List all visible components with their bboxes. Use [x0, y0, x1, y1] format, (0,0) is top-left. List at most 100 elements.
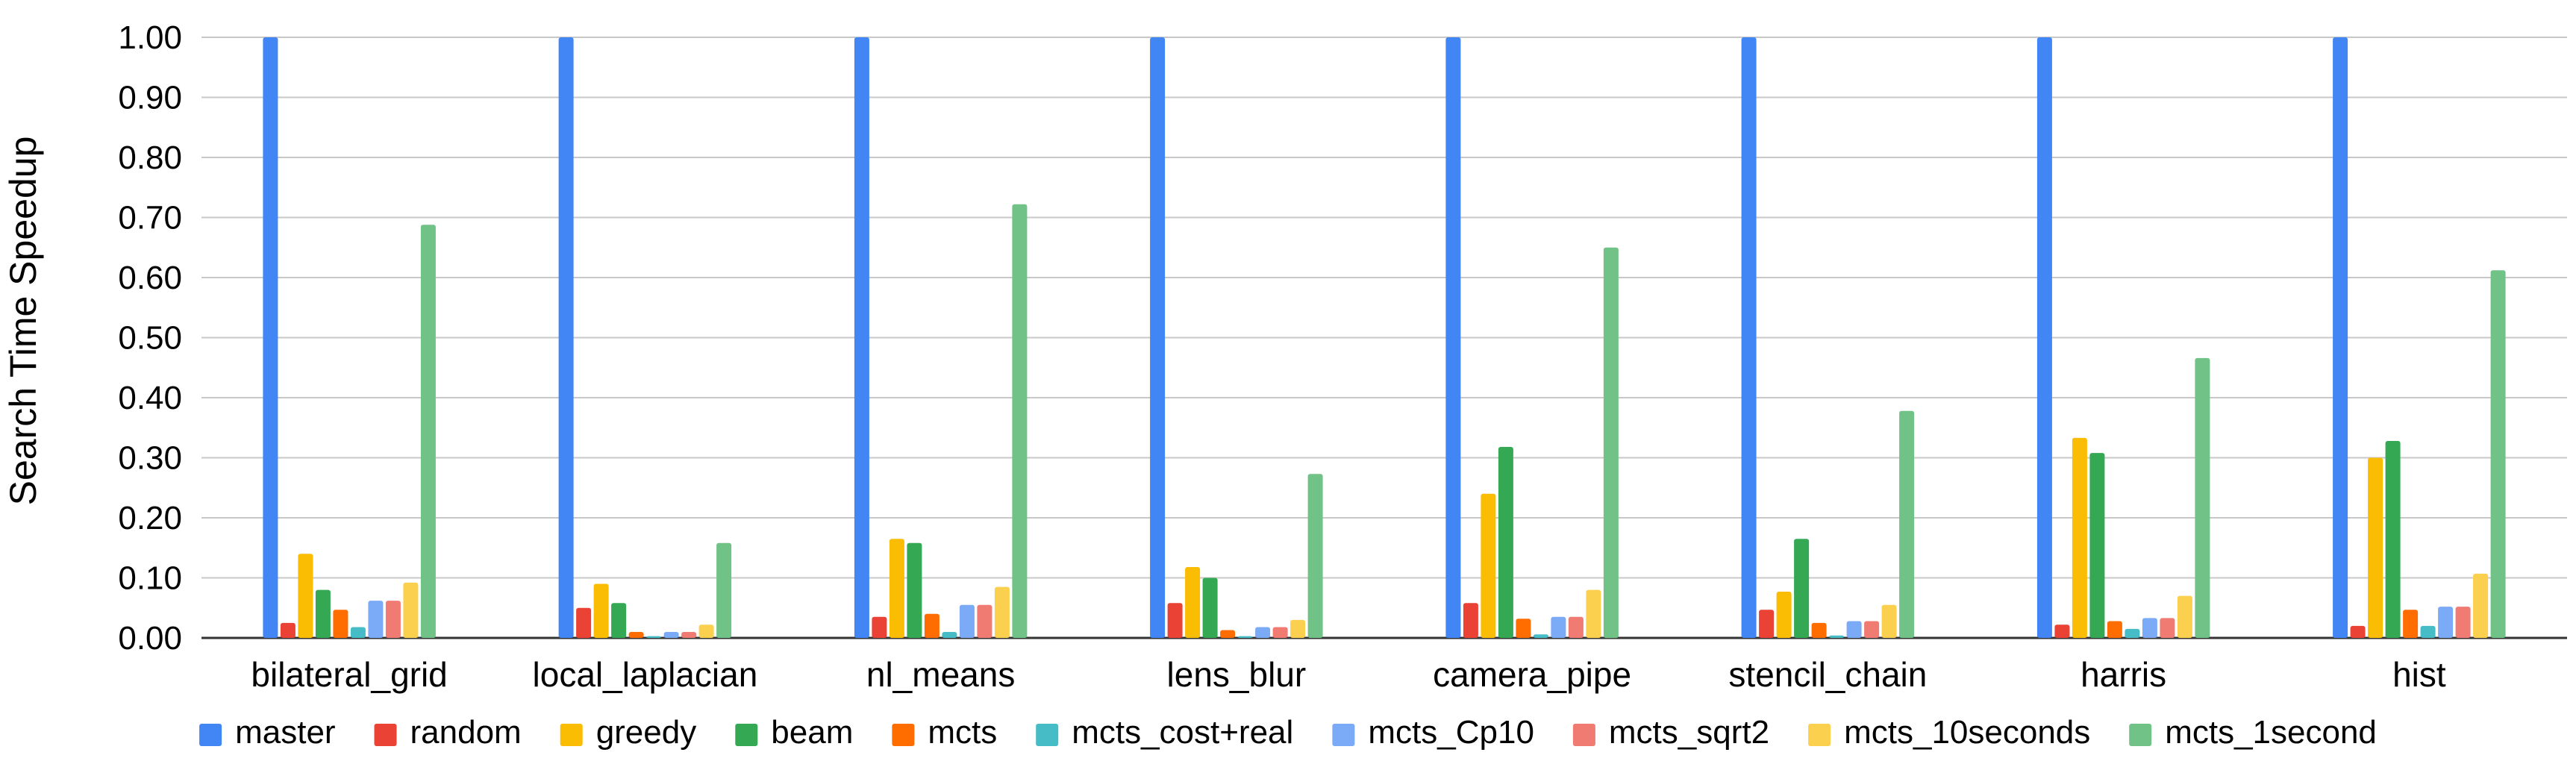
bar-random-nl_means — [872, 616, 887, 638]
bar-mcts_Cp10-bilateral_grid — [368, 601, 384, 638]
y-tick-label: 0.50 — [118, 320, 182, 357]
bar-master-camera_pipe — [1445, 37, 1461, 638]
bar-mcts_1second-nl_means — [1012, 204, 1028, 638]
y-tick-label: 0.40 — [118, 380, 182, 416]
legend-item: master — [199, 714, 336, 751]
bar-mcts_sqrt2-bilateral_grid — [385, 601, 401, 638]
bar-mcts-bilateral_grid — [333, 610, 348, 638]
legend-swatch — [1332, 724, 1355, 746]
y-tick-label: 0.30 — [118, 440, 182, 477]
legend-item: mcts_sqrt2 — [1572, 714, 1769, 751]
bar-greedy-local_laplacian — [593, 583, 609, 638]
y-tick-label: 1.00 — [118, 19, 182, 56]
bar-greedy-harris — [2072, 437, 2087, 638]
bar-mcts_10seconds-bilateral_grid — [403, 582, 419, 638]
legend-swatch — [560, 724, 583, 746]
legend-label: greedy — [596, 714, 697, 751]
bar-mcts_1second-camera_pipe — [1603, 247, 1619, 639]
bar-mcts_Cp10-local_laplacian — [663, 632, 679, 638]
legend-item: random — [374, 714, 522, 751]
legend-item: mcts — [892, 714, 997, 751]
y-tick-label: 0.60 — [118, 260, 182, 296]
bar-beam-nl_means — [907, 542, 922, 638]
legend-item: mcts_Cp10 — [1332, 714, 1534, 751]
bar-mcts_cost+real-camera_pipe — [1533, 634, 1548, 638]
legend-label: mcts_1second — [2165, 714, 2377, 751]
legend-item: beam — [735, 714, 853, 751]
bar-master-local_laplacian — [558, 37, 574, 638]
bar-mcts_Cp10-lens_blur — [1255, 627, 1271, 638]
bar-mcts_1second-lens_blur — [1307, 474, 1323, 638]
y-tick-label: 0.70 — [118, 200, 182, 237]
bar-mcts_cost+real-nl_means — [942, 632, 957, 638]
bar-mcts_Cp10-nl_means — [959, 604, 975, 638]
bar-greedy-hist — [2368, 457, 2383, 638]
bar-mcts_1second-hist — [2490, 270, 2506, 638]
bar-mcts_10seconds-harris — [2177, 595, 2192, 638]
bar-mcts-nl_means — [924, 613, 940, 638]
bar-greedy-lens_blur — [1185, 567, 1201, 638]
bar-beam-lens_blur — [1202, 577, 1218, 638]
bar-mcts_10seconds-stencil_chain — [1881, 604, 1897, 638]
bar-mcts_sqrt2-harris — [2160, 618, 2175, 638]
legend-swatch — [1572, 724, 1595, 746]
bar-random-camera_pipe — [1463, 603, 1478, 638]
bar-mcts_1second-harris — [2195, 357, 2210, 638]
bar-beam-local_laplacian — [611, 603, 627, 638]
legend-swatch — [892, 724, 915, 746]
y-tick-label: 0.90 — [118, 80, 182, 116]
bar-beam-hist — [2385, 441, 2401, 638]
bar-random-harris — [2054, 624, 2070, 638]
legend-label: mcts — [928, 714, 997, 751]
bar-mcts-local_laplacian — [628, 632, 644, 638]
bar-random-local_laplacian — [576, 607, 592, 639]
bar-master-harris — [2036, 37, 2052, 638]
legend-item: mcts_1second — [2129, 714, 2377, 751]
bar-master-lens_blur — [1150, 37, 1166, 638]
y-tick-labels: 0.00 0.10 0.20 0.30 0.40 0.50 0.60 0.70 0.80 0.90… — [118, 19, 182, 657]
legend-swatch — [2129, 724, 2152, 746]
bar-mcts_10seconds-lens_blur — [1290, 619, 1306, 638]
bar-mcts_cost+real-local_laplacian — [646, 636, 662, 638]
legend-label: mcts_10seconds — [1844, 714, 2090, 751]
x-category-label: hist — [2392, 655, 2446, 694]
bar-mcts_10seconds-hist — [2473, 573, 2489, 638]
bar-mcts_Cp10-harris — [2142, 618, 2157, 638]
y-tick-label: 0.00 — [118, 620, 182, 657]
bar-mcts_sqrt2-hist — [2455, 607, 2471, 638]
legend-item: greedy — [560, 714, 697, 751]
bar-beam-stencil_chain — [1794, 539, 1810, 638]
bar-random-lens_blur — [1167, 603, 1183, 638]
bar-mcts_Cp10-camera_pipe — [1551, 616, 1566, 638]
bar-master-nl_means — [854, 37, 869, 638]
legend-label: mcts_sqrt2 — [1609, 714, 1769, 751]
x-category-label: nl_means — [866, 655, 1015, 694]
x-category-label: lens_blur — [1167, 655, 1307, 694]
bar-master-hist — [2333, 37, 2348, 638]
legend: master random greedy beam mcts mcts_cost+real… — [199, 714, 2377, 751]
bar-mcts_sqrt2-stencil_chain — [1864, 621, 1880, 638]
y-tick-label: 0.80 — [118, 140, 182, 176]
bar-mcts_sqrt2-lens_blur — [1272, 627, 1288, 638]
legend-swatch — [1808, 724, 1831, 746]
legend-label: mcts_Cp10 — [1368, 714, 1534, 751]
bar-mcts_sqrt2-nl_means — [977, 604, 992, 638]
bar-mcts_cost+real-lens_blur — [1237, 636, 1253, 638]
bar-greedy-bilateral_grid — [298, 554, 313, 638]
bar-mcts_cost+real-harris — [2125, 628, 2140, 638]
bar-mcts-hist — [2403, 610, 2419, 638]
bar-beam-harris — [2089, 453, 2105, 638]
bar-master-stencil_chain — [1741, 37, 1757, 638]
x-category-label: local_laplacian — [533, 655, 758, 694]
legend-swatch — [374, 724, 397, 746]
legend-item: mcts_10seconds — [1808, 714, 2090, 751]
bar-mcts_10seconds-camera_pipe — [1586, 589, 1601, 638]
x-category-label: harris — [2081, 655, 2166, 694]
bar-mcts_cost+real-stencil_chain — [1829, 635, 1845, 638]
bar-mcts-lens_blur — [1220, 630, 1236, 638]
legend-label: beam — [771, 714, 853, 751]
bar-mcts-stencil_chain — [1811, 622, 1827, 638]
bar-beam-camera_pipe — [1498, 447, 1513, 638]
bar-greedy-nl_means — [889, 539, 904, 638]
